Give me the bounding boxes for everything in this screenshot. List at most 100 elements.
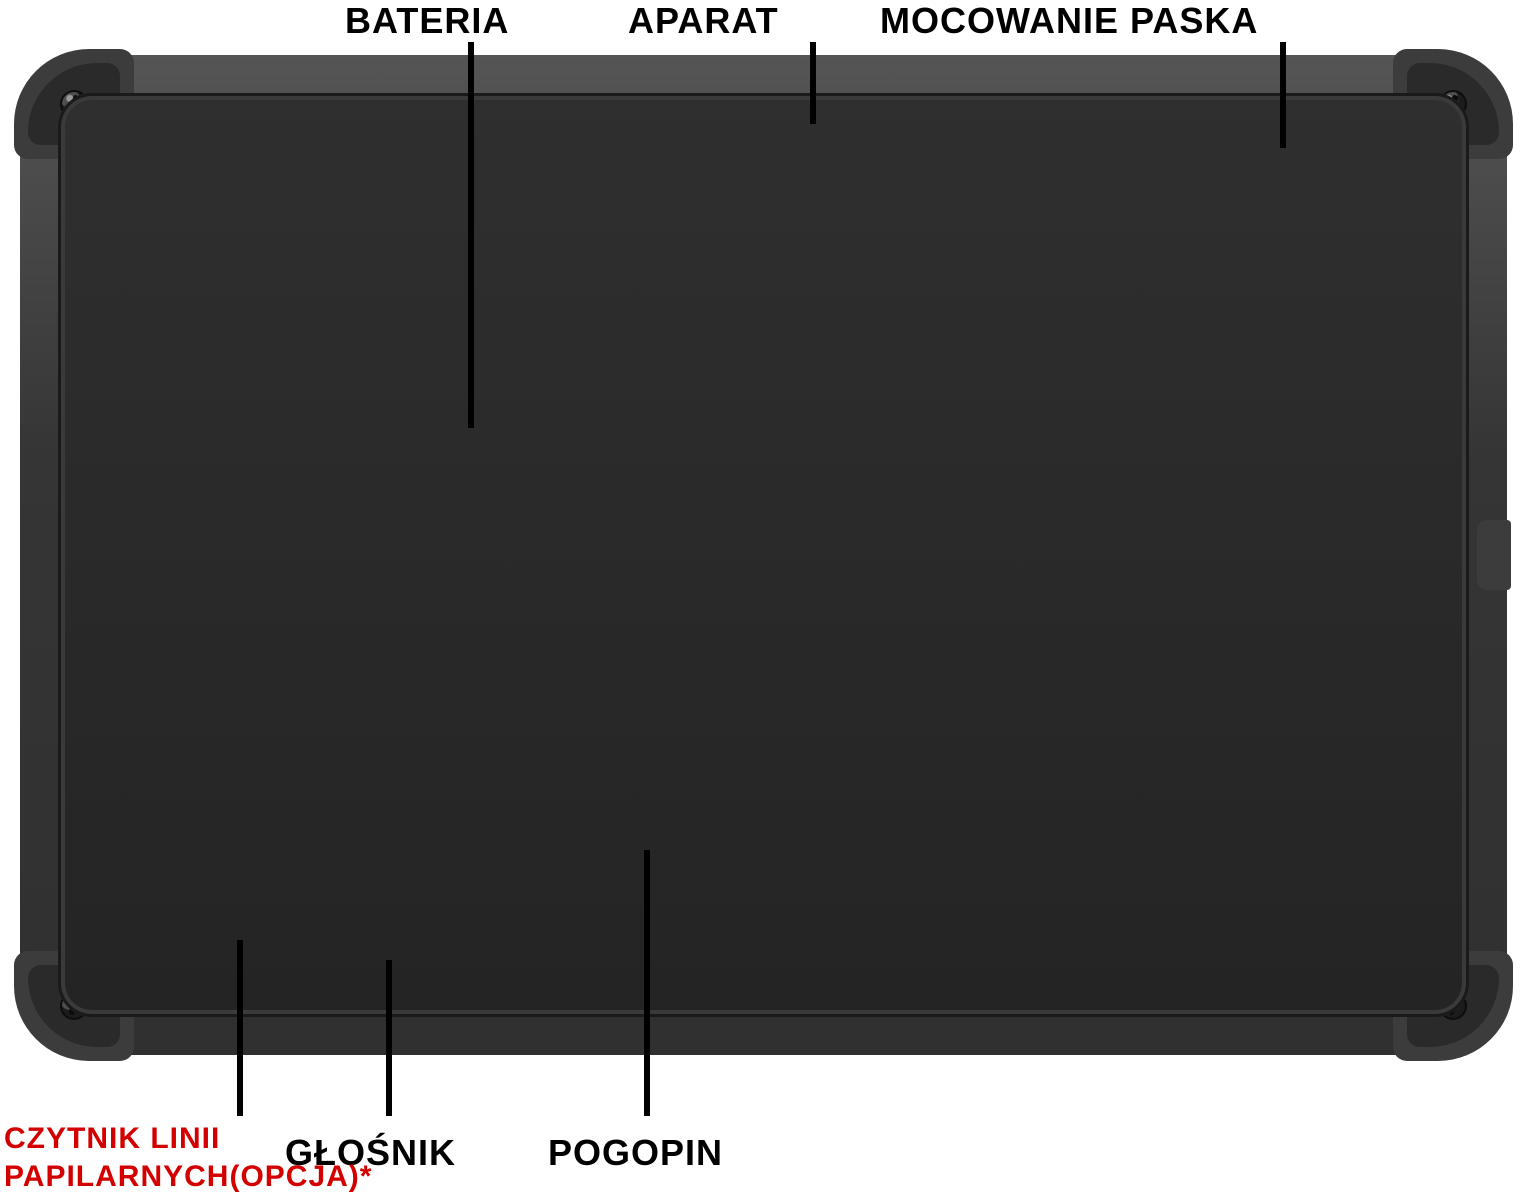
panel-screw — [503, 930, 521, 948]
screw-icon — [478, 671, 506, 699]
screw-icon — [194, 431, 222, 459]
corner-bump-tr — [1393, 49, 1513, 159]
speaker-hole — [392, 931, 402, 941]
pogopin — [715, 898, 733, 916]
screw-icon — [120, 795, 148, 823]
back-texture — [80, 115, 1447, 995]
strap-mount — [1262, 939, 1292, 969]
leader-line — [644, 850, 650, 1116]
speaker-hole — [376, 901, 386, 911]
speaker-hole — [440, 901, 450, 911]
speaker-hole — [352, 886, 362, 896]
speaker-hole — [424, 871, 434, 881]
screw-icon — [194, 671, 222, 699]
screw-icon — [1378, 287, 1406, 315]
leader-line — [237, 940, 243, 1116]
leader-line — [810, 42, 816, 124]
pogopin — [715, 924, 733, 942]
speaker-hole — [408, 901, 418, 911]
camera-lens-icon — [885, 146, 925, 186]
speaker-hole — [384, 886, 394, 896]
speaker-hole — [448, 886, 458, 896]
speaker-hole — [416, 886, 426, 896]
label-czytnik: CZYTNIK LINII PAPILARNYCH(OPCJA)* — [4, 1120, 424, 1195]
leader-line — [386, 960, 392, 1116]
speaker-hole — [400, 916, 410, 926]
speaker-hole — [424, 901, 434, 911]
label-mocowanie: MOCOWANIE PASKA — [880, 0, 1258, 42]
panel-screw — [503, 824, 521, 842]
watermark-tm: TM — [1326, 770, 1349, 788]
screw-icon — [1145, 947, 1173, 975]
strap-mount — [1262, 143, 1292, 173]
screw-icon — [400, 947, 428, 975]
screw-icon — [400, 135, 428, 163]
screw-icon — [120, 287, 148, 315]
camera-module — [820, 130, 990, 202]
dock-slot — [529, 900, 549, 936]
corner-bump-tl — [14, 49, 134, 159]
pogopin — [663, 898, 681, 916]
speaker-hole — [432, 886, 442, 896]
speaker-hole — [328, 901, 338, 911]
speaker-hole — [360, 871, 370, 881]
strap-mount — [238, 143, 268, 173]
label-aparat: APARAT — [628, 0, 779, 42]
speaker-hole — [352, 916, 362, 926]
watermark-suffix: .pl — [1355, 788, 1397, 833]
dock-slot — [766, 900, 786, 936]
speaker-hole — [456, 901, 466, 911]
screw-icon — [790, 135, 818, 163]
speaker-hole — [376, 871, 386, 881]
corner-bump-bl — [14, 951, 134, 1061]
screw-icon — [1378, 795, 1406, 823]
speaker-hole — [336, 916, 346, 926]
pogopin — [689, 898, 707, 916]
label-bateria: BATERIA — [345, 0, 509, 42]
label-pogopin: POGOPIN — [548, 1132, 723, 1174]
screw-icon — [762, 671, 790, 699]
battery-tab — [343, 133, 463, 179]
speaker-hole — [416, 916, 426, 926]
speaker-grille — [320, 856, 470, 951]
speaker-hole — [392, 901, 402, 911]
side-notch — [1477, 520, 1511, 590]
speaker-hole — [368, 916, 378, 926]
watermark: mobilator TM .pl — [988, 755, 1397, 840]
speaker-hole — [336, 886, 346, 896]
pogopin — [611, 924, 629, 942]
screw-icon — [1020, 135, 1048, 163]
screw-icon — [600, 135, 628, 163]
leader-line — [468, 42, 474, 428]
speaker-hole — [344, 871, 354, 881]
speaker-hole — [368, 886, 378, 896]
pogopin — [689, 924, 707, 942]
battery-cover — [178, 173, 806, 713]
speaker-hole — [440, 871, 450, 881]
speaker-hole — [384, 856, 394, 866]
speaker-hole — [360, 901, 370, 911]
panel-screw — [794, 930, 812, 948]
screw-icon — [762, 189, 790, 217]
pogopin — [585, 898, 603, 916]
speaker-hole — [320, 886, 330, 896]
screw-icon — [762, 431, 790, 459]
pogopin — [663, 924, 681, 942]
screw-icon — [478, 189, 506, 217]
speaker-hole — [400, 886, 410, 896]
corner-bump-br — [1393, 951, 1513, 1061]
pogopin-panel — [485, 810, 830, 970]
pogopin — [585, 924, 603, 942]
sim-card — [291, 425, 495, 621]
speaker-hole — [432, 916, 442, 926]
pogopin — [611, 898, 629, 916]
screw-icon — [1150, 135, 1178, 163]
watermark-text: mobilator — [988, 755, 1319, 840]
device-body: mobilator TM .pl — [20, 55, 1507, 1055]
panel-screw — [794, 824, 812, 842]
speaker-hole — [392, 871, 402, 881]
speaker-hole — [384, 916, 394, 926]
screw-icon — [194, 189, 222, 217]
speaker-hole — [344, 901, 354, 911]
pogopin-array — [581, 894, 741, 950]
